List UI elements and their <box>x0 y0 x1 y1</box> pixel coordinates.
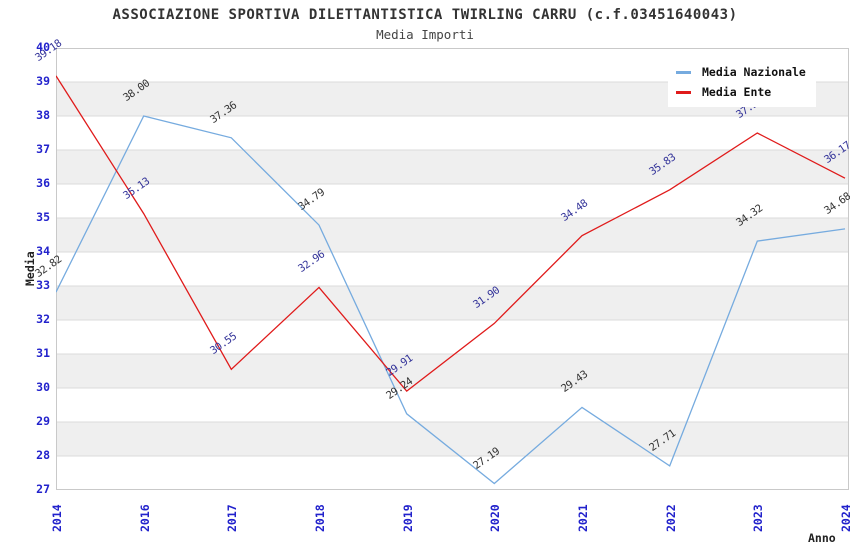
legend-label: Media Ente <box>702 85 772 99</box>
x-tick-label: 2017 <box>225 504 240 532</box>
y-tick-label: 32 <box>36 312 50 326</box>
y-tick-label: 40 <box>36 40 50 54</box>
x-tick-label: 2018 <box>313 504 327 532</box>
legend: Media Nazionale Media Ente <box>668 57 816 107</box>
x-tick-label: 2023 <box>751 504 766 532</box>
y-tick-label: 31 <box>36 346 50 360</box>
chart-title: ASSOCIAZIONE SPORTIVA DILETTANTISTICA TW… <box>112 7 738 23</box>
chart-subtitle: Media Importi <box>376 27 474 42</box>
plot-area: 32.82 38.00 37.36 34.79 29.24 27.19 29.43 27.71… <box>33 37 850 490</box>
y-tick-label: 29 <box>36 414 50 428</box>
y-tick-label: 36 <box>36 176 50 190</box>
legend-item-media-ente: Media Ente <box>676 82 806 102</box>
legend-item-media-nazionale: Media Nazionale <box>676 62 806 82</box>
x-tick-label: 2024 <box>839 504 850 532</box>
plot-band <box>56 218 849 252</box>
x-tick-label: 2019 <box>400 504 415 532</box>
y-axis-title: Media <box>23 251 37 286</box>
y-tick-label: 35 <box>36 210 50 224</box>
x-tick-label: 2022 <box>663 504 678 532</box>
x-tick-label: 2014 <box>50 504 64 532</box>
y-tick-label: 28 <box>36 448 50 462</box>
plot-band <box>56 150 849 184</box>
y-tick-label: 37 <box>36 142 50 156</box>
series-line-media-nazionale <box>56 115 846 485</box>
y-tick-label: 33 <box>36 278 50 292</box>
y-tick-label: 27 <box>36 482 50 496</box>
x-tick-label: 2020 <box>488 504 503 532</box>
legend-swatch-icon <box>676 70 691 74</box>
y-tick-label: 34 <box>36 244 50 258</box>
plot-band <box>56 354 849 388</box>
plot-svg <box>56 48 849 490</box>
x-axis-title: Anno <box>808 531 836 545</box>
y-tick-label: 38 <box>36 108 50 122</box>
y-tick-label: 39 <box>36 74 50 88</box>
legend-label: Media Nazionale <box>702 65 806 79</box>
plot-border <box>56 48 849 490</box>
y-tick-label: 30 <box>36 380 50 394</box>
plot-band <box>56 286 849 320</box>
x-tick-label: 2021 <box>576 504 590 532</box>
x-tick-label: 2016 <box>137 504 152 532</box>
series-line-media-ente <box>56 75 846 392</box>
legend-swatch-icon <box>676 90 691 94</box>
